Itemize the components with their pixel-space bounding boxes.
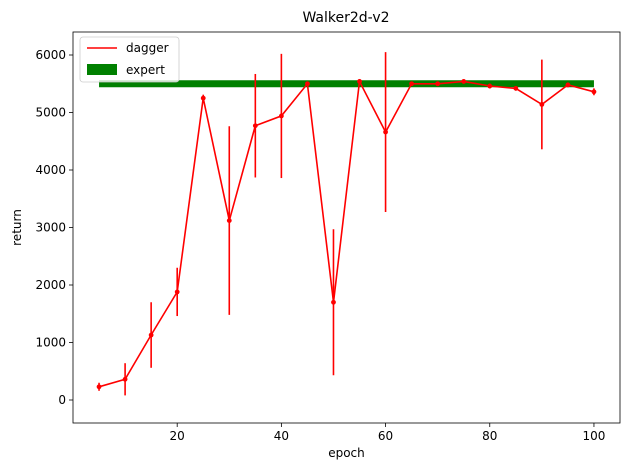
legend-expert-swatch (87, 64, 117, 75)
legend: dagger expert (79, 36, 180, 83)
x-tick-label: 100 (582, 429, 605, 443)
dagger-point (278, 113, 284, 119)
x-tick-label: 40 (274, 429, 289, 443)
dagger-point (383, 129, 388, 135)
x-tick-label: 80 (482, 429, 497, 443)
dagger-point (591, 89, 597, 95)
dagger-point (200, 95, 206, 101)
dagger-point (148, 332, 154, 338)
dagger-point (487, 83, 493, 89)
chart-title: Walker2d-v2 (302, 10, 389, 26)
dagger-point (357, 79, 362, 84)
dagger-point (252, 123, 258, 129)
legend-expert-label: expert (126, 63, 165, 77)
dagger-point (539, 102, 545, 107)
dagger-point (435, 81, 441, 87)
dagger-point (461, 79, 467, 84)
dagger-point (565, 82, 571, 88)
plot-area (96, 52, 597, 396)
y-tick-label: 2000 (35, 278, 66, 292)
y-tick-label: 6000 (35, 48, 66, 62)
y-tick-label: 0 (58, 393, 66, 407)
dagger-point (226, 218, 232, 224)
x-axis-label: epoch (328, 446, 365, 460)
y-tick-label: 3000 (35, 221, 66, 235)
y-tick-label: 5000 (35, 106, 66, 120)
dagger-line (98, 78, 595, 388)
y-axis-label: return (10, 209, 24, 246)
x-tick-label: 20 (170, 429, 185, 443)
dagger-point (409, 81, 415, 87)
dagger-point (174, 289, 180, 295)
dagger-point (331, 299, 336, 305)
dagger-point (122, 376, 128, 382)
legend-dagger-label: dagger (126, 41, 169, 55)
dagger-point (305, 81, 310, 87)
dagger-point (513, 85, 519, 91)
y-tick-label: 4000 (35, 163, 66, 177)
x-tick-label: 60 (378, 429, 393, 443)
y-tick-label: 1000 (35, 336, 66, 350)
dagger-point (96, 384, 102, 390)
